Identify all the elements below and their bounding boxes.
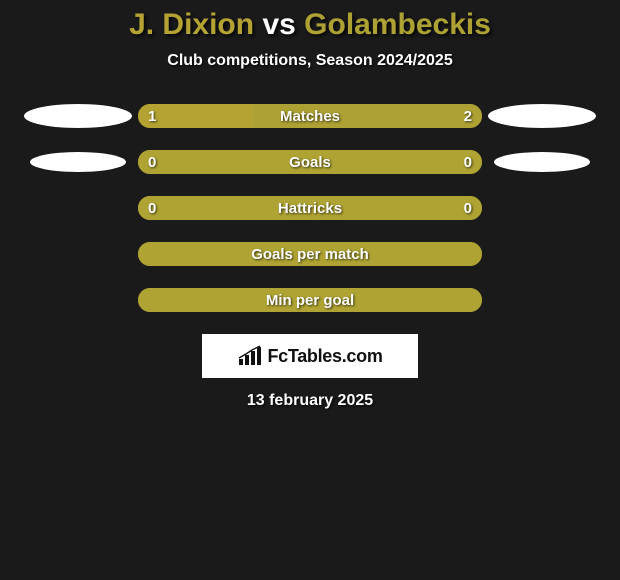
logo-text: FcTables.com: [267, 346, 382, 367]
player1-badge: [30, 152, 126, 172]
stat-row: Goals per match: [0, 242, 620, 266]
page-title: J. Dixion vs Golambeckis: [0, 8, 620, 42]
left-badge-slot: [18, 150, 138, 174]
stat-label: Matches: [138, 104, 482, 128]
right-badge-slot: [482, 196, 602, 220]
comparison-infographic: J. Dixion vs Golambeckis Club competitio…: [0, 0, 620, 410]
player1-name: J. Dixion: [129, 8, 254, 41]
stat-row: 00Goals: [0, 150, 620, 174]
stat-row: Min per goal: [0, 288, 620, 312]
stat-bar: 12Matches: [138, 104, 482, 128]
stat-bar: Goals per match: [138, 242, 482, 266]
stat-row: 00Hattricks: [0, 196, 620, 220]
stat-label: Hattricks: [138, 196, 482, 220]
stat-bar: 00Goals: [138, 150, 482, 174]
date-text: 13 february 2025: [0, 392, 620, 410]
chart-icon: [237, 345, 263, 367]
player1-badge: [24, 104, 132, 128]
left-badge-slot: [18, 288, 138, 312]
player2-badge: [488, 104, 596, 128]
left-badge-slot: [18, 242, 138, 266]
logo: FcTables.com: [237, 345, 382, 367]
stat-bar: 00Hattricks: [138, 196, 482, 220]
logo-box: FcTables.com: [202, 334, 418, 378]
right-badge-slot: [482, 242, 602, 266]
player2-name: Golambeckis: [304, 8, 491, 41]
stat-label: Min per goal: [138, 288, 482, 312]
stat-label: Goals: [138, 150, 482, 174]
left-badge-slot: [18, 196, 138, 220]
stat-rows: 12Matches 00Goals 00Hattricks Goals per mat…: [0, 104, 620, 312]
subtitle: Club competitions, Season 2024/2025: [0, 52, 620, 70]
left-badge-slot: [18, 104, 138, 128]
player2-badge: [494, 152, 590, 172]
stat-label: Goals per match: [138, 242, 482, 266]
vs-text: vs: [262, 8, 295, 41]
stat-bar: Min per goal: [138, 288, 482, 312]
right-badge-slot: [482, 104, 602, 128]
right-badge-slot: [482, 150, 602, 174]
right-badge-slot: [482, 288, 602, 312]
stat-row: 12Matches: [0, 104, 620, 128]
